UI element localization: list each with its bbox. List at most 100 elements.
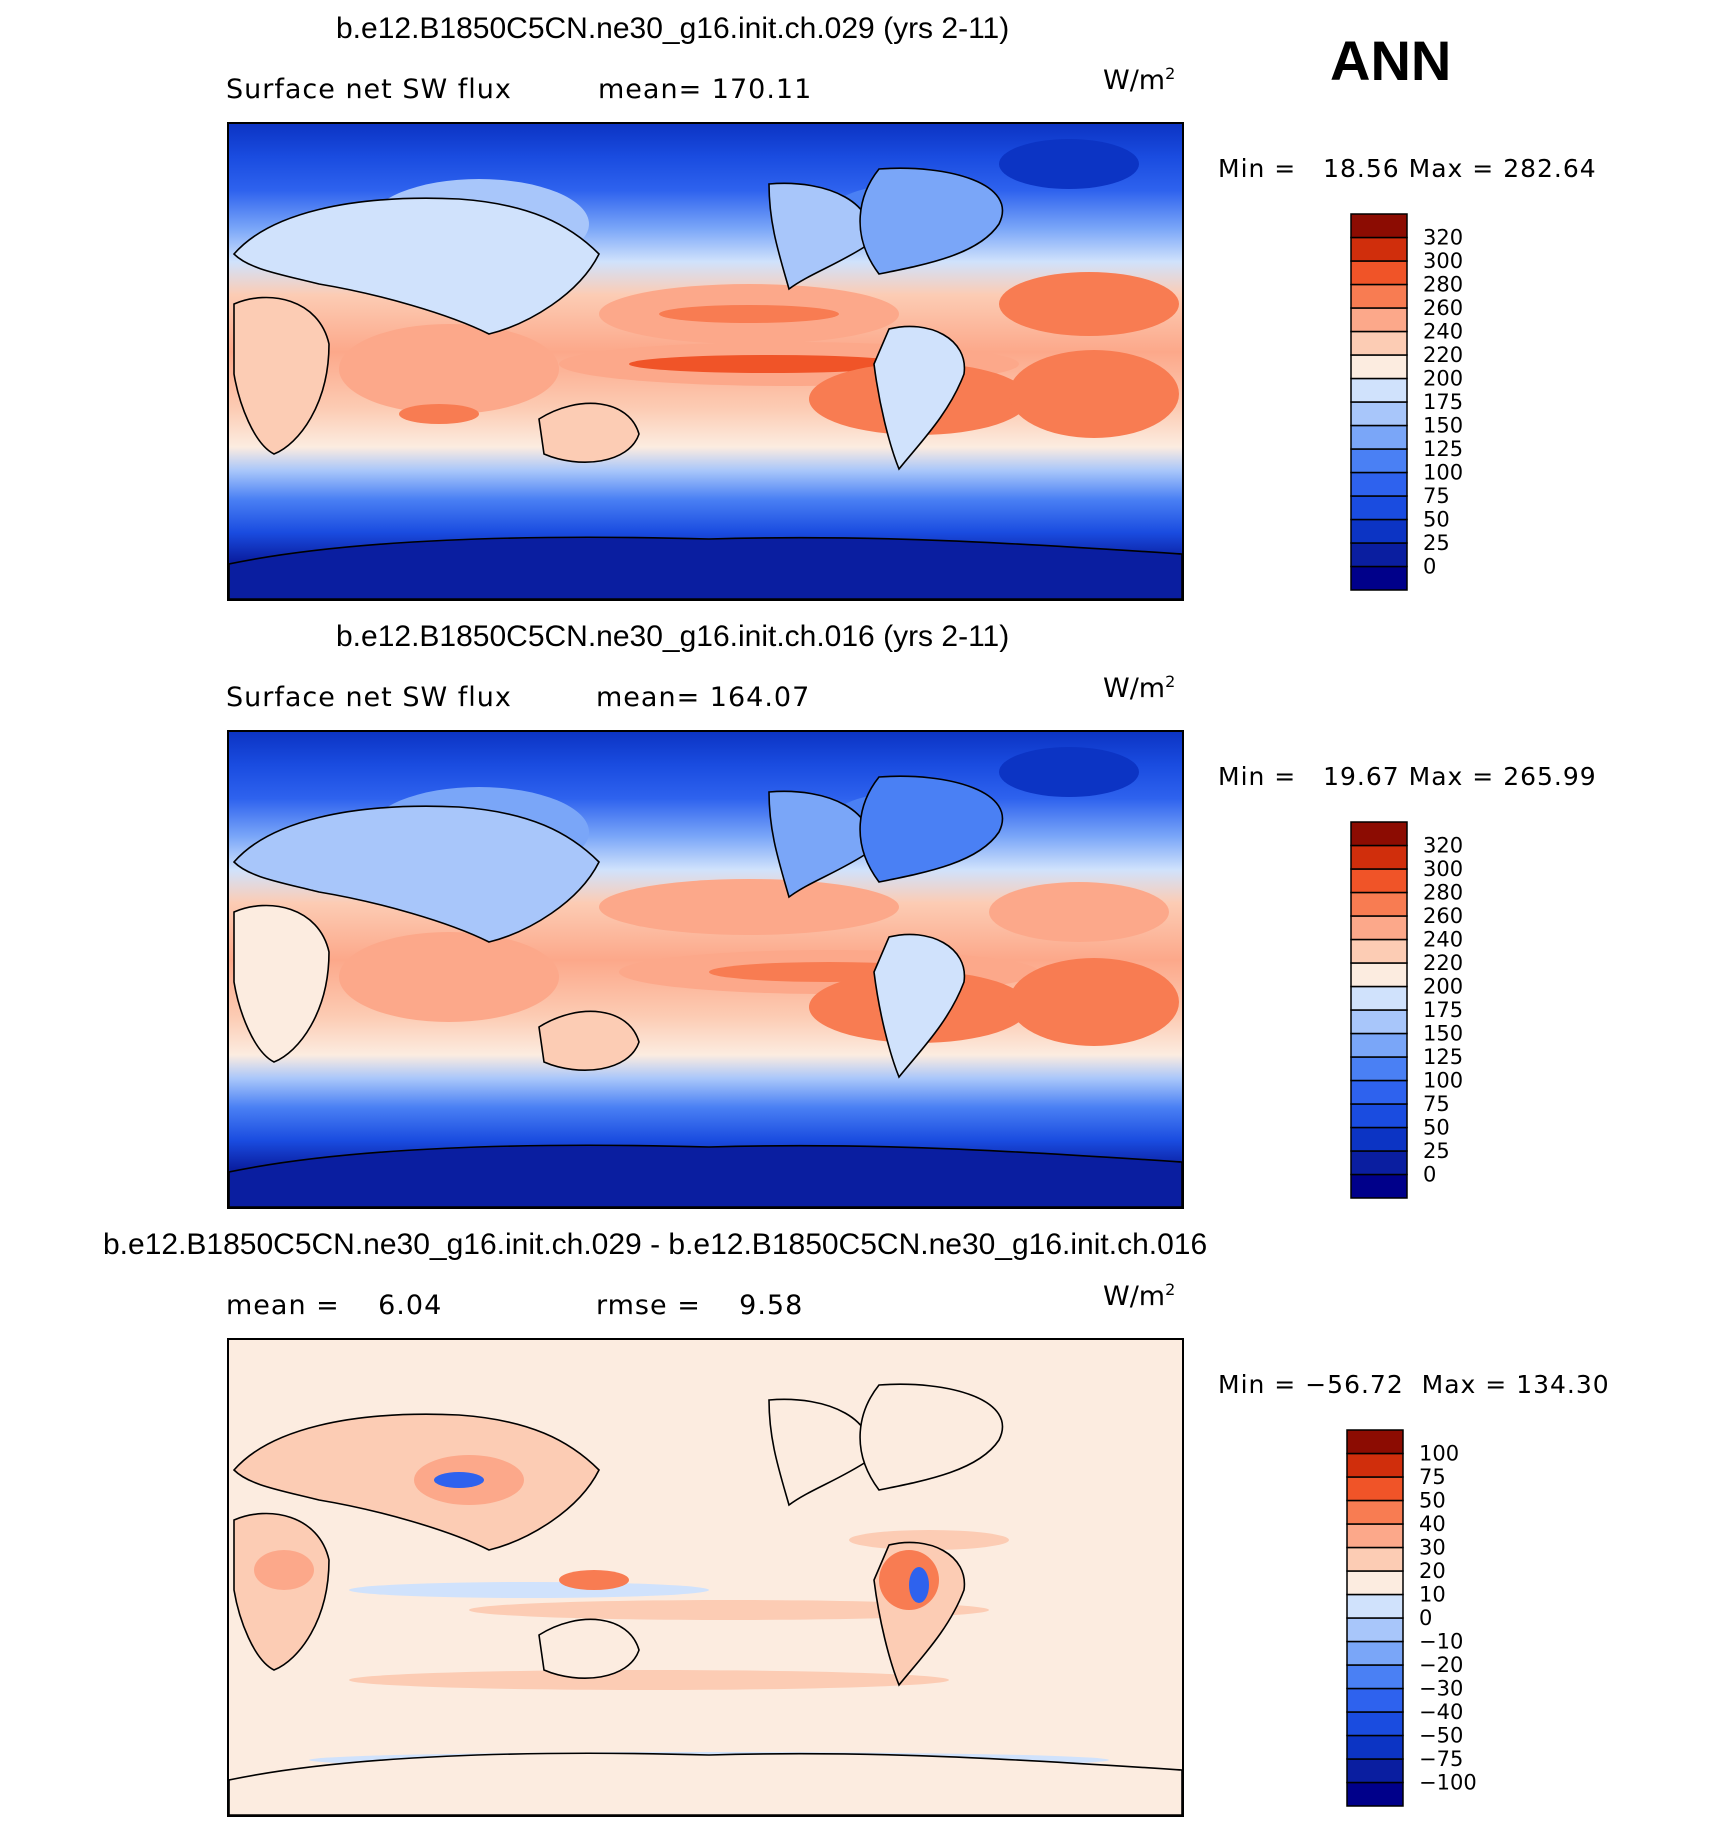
panel-3-colorbar-label-5: −20 [1419, 1653, 1463, 1677]
panel-2-min-value: 19.67 [1323, 762, 1400, 791]
panel-2-colorbar-box-6 [1350, 1032, 1408, 1058]
panel-2-colorbar-label-4: 100 [1423, 1069, 1463, 1093]
panel-1-colorbar-label-0: 0 [1423, 555, 1436, 579]
panel-1-colorbar-label-3: 75 [1423, 484, 1450, 508]
panel-3-colorbar-box-0 [1346, 1781, 1404, 1807]
panel-3-units: W/m2 [1103, 1280, 1175, 1312]
panel-3-min-label: Min = [1218, 1370, 1297, 1399]
panel-1-colorbar-label-12: 280 [1423, 273, 1463, 297]
panel-1-colorbar-box-5 [1350, 448, 1408, 474]
panel-2-colorbar-label-12: 280 [1423, 881, 1463, 905]
panel-3-max-value: 134.30 [1516, 1370, 1610, 1399]
panel-1-colorbar-box-7 [1350, 401, 1408, 427]
panel-1-max-value: 282.64 [1503, 154, 1597, 183]
panel-2-title: b.e12.B1850C5CN.ne30_g16.init.ch.016 (yr… [336, 620, 1010, 653]
panel-1-mean: mean= 170.11 [598, 74, 812, 105]
panel-2-mean-label: mean= [596, 682, 701, 713]
panel-3-colorbar-label-9: 20 [1419, 1559, 1446, 1583]
panel-3-colorbar-label-7: 0 [1419, 1606, 1432, 1630]
panel-2-colorbar-box-10 [1350, 938, 1408, 964]
panel-2-colorbar-box-15 [1350, 821, 1408, 847]
panel-3-colorbar-box-13 [1346, 1476, 1404, 1502]
panel-1-colorbar: 0 25 50 75 100 125 150 175 200 220 240 260 280 300 320 [1350, 213, 1491, 594]
panel-2-colorbar-label-5: 125 [1423, 1045, 1463, 1069]
panel-2-colorbar-label-7: 175 [1423, 998, 1463, 1022]
panel-3-colorbar-label-0: −100 [1419, 1771, 1477, 1795]
panel-2-colorbar-label-8: 200 [1423, 975, 1463, 999]
panel-1-mean-label: mean= [598, 74, 703, 105]
panel-3-colorbar-label-11: 40 [1419, 1512, 1446, 1536]
panel-3-colorbar-box-6 [1346, 1640, 1404, 1666]
panel-3-rmse-label: rmse = [596, 1290, 701, 1321]
panel-2-colorbar-box-11 [1350, 915, 1408, 941]
panel-3-colorbar-label-14: 100 [1419, 1442, 1459, 1466]
panel-3-colorbar-label-1: −75 [1419, 1747, 1463, 1771]
panel-3-colorbar-box-15 [1346, 1429, 1404, 1455]
panel-3-mean-label: mean = [226, 1290, 340, 1321]
panel-3-colorbar-label-2: −50 [1419, 1724, 1463, 1748]
panel-1-colorbar-label-5: 125 [1423, 437, 1463, 461]
panel-2-colorbar-label-11: 260 [1423, 904, 1463, 928]
panel-3-colorbar-box-3 [1346, 1711, 1404, 1737]
panel-1-colorbar-label-14: 320 [1423, 226, 1463, 250]
panel-2-colorbar-box-14 [1350, 844, 1408, 870]
panel-2-colorbar-label-14: 320 [1423, 834, 1463, 858]
panel-1-min-label: Min = [1218, 154, 1297, 183]
panel-3-colorbar-box-4 [1346, 1687, 1404, 1713]
panel-2-units: W/m2 [1103, 672, 1175, 704]
panel-2-colorbar-label-13: 300 [1423, 857, 1463, 881]
panel-2-colorbar-box-7 [1350, 1009, 1408, 1035]
panel-3-units-base: W/m [1103, 1281, 1166, 1312]
panel-1-units-base: W/m [1103, 65, 1166, 96]
panel-2-colorbar-box-9 [1350, 962, 1408, 988]
panel-1-title: b.e12.B1850C5CN.ne30_g16.init.ch.029 (yr… [336, 12, 1010, 45]
panel-3-minmax: Min = −56.72 Max = 134.30 [1218, 1370, 1610, 1399]
panel-1-map [227, 122, 1184, 601]
panel-3-rmse-value: 9.58 [739, 1290, 804, 1321]
panel-2-colorbar-box-0 [1350, 1173, 1408, 1199]
panel-1-mean-value: 170.11 [711, 74, 813, 105]
panel-2-colorbar-label-3: 75 [1423, 1092, 1450, 1116]
panel-3-mean-value: 6.04 [378, 1290, 443, 1321]
panel-1-colorbar-label-11: 260 [1423, 296, 1463, 320]
panel-2-max-label: Max = [1408, 762, 1495, 791]
panel-2-colorbar-box-1 [1350, 1150, 1408, 1176]
panel-1-colorbar-box-3 [1350, 495, 1408, 521]
panel-1-colorbar-label-6: 150 [1423, 414, 1463, 438]
panel-2-colorbar-box-8 [1350, 985, 1408, 1011]
panel-2-max-value: 265.99 [1503, 762, 1597, 791]
panel-2-mean: mean= 164.07 [596, 682, 810, 713]
panel-2-min-label: Min = [1218, 762, 1297, 791]
panel-1-colorbar-box-13 [1350, 260, 1408, 286]
panel-3-max-label: Max = [1421, 1370, 1508, 1399]
panel-2-colorbar-label-10: 240 [1423, 928, 1463, 952]
panel-1-min-value: 18.56 [1323, 154, 1400, 183]
panel-2-colorbar-box-13 [1350, 868, 1408, 894]
panel-1-units-exp: 2 [1165, 64, 1176, 83]
panel-1-colorbar-label-10: 240 [1423, 320, 1463, 344]
panel-1-colorbar-label-8: 200 [1423, 367, 1463, 391]
panel-2-colorbar: 0 25 50 75 100 125 150 175 200 220 240 260 280 300 320 [1350, 821, 1491, 1202]
panel-3-min-value: −56.72 [1305, 1370, 1404, 1399]
panel-3-colorbar-box-2 [1346, 1734, 1404, 1760]
panel-2-colorbar-label-6: 150 [1423, 1022, 1463, 1046]
panel-3-title: b.e12.B1850C5CN.ne30_g16.init.ch.029 - b… [103, 1228, 1208, 1261]
panel-3-colorbar-box-5 [1346, 1664, 1404, 1690]
panel-2-colorbar-box-4 [1350, 1079, 1408, 1105]
panel-2-colorbar-box-3 [1350, 1103, 1408, 1129]
panel-3-colorbar-label-3: −40 [1419, 1700, 1463, 1724]
panel-1-colorbar-label-13: 300 [1423, 249, 1463, 273]
panel-1-colorbar-label-2: 50 [1423, 508, 1450, 532]
panel-2-colorbar-label-2: 50 [1423, 1116, 1450, 1140]
panel-1-colorbar-box-1 [1350, 542, 1408, 568]
panel-2-colorbar-box-12 [1350, 891, 1408, 917]
panel-1-colorbar-box-10 [1350, 330, 1408, 356]
panel-3-colorbar-label-4: −30 [1419, 1677, 1463, 1701]
panel-1-colorbar-label-1: 25 [1423, 531, 1450, 555]
panel-1-colorbar-box-14 [1350, 236, 1408, 262]
panel-3-units-exp: 2 [1165, 1280, 1176, 1299]
panel-3-map [227, 1338, 1184, 1817]
panel-1-variable: Surface net SW flux [226, 74, 512, 105]
panel-2-map [227, 730, 1184, 1209]
panel-3-colorbar-label-12: 50 [1419, 1489, 1446, 1513]
